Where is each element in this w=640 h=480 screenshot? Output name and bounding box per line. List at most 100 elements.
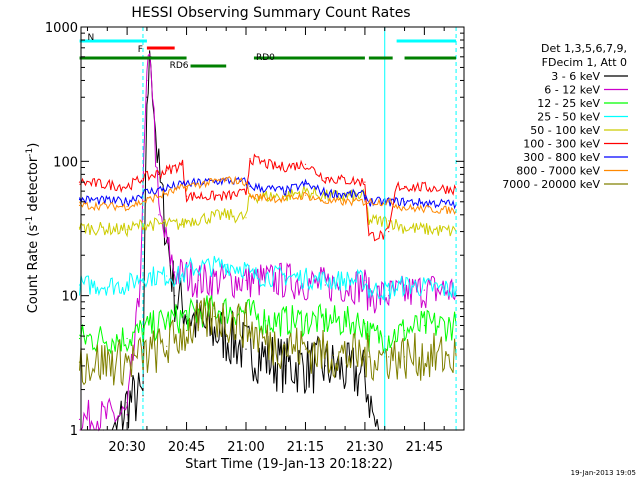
y-axis-label-sup1: -1	[25, 216, 35, 225]
data-point	[403, 201, 406, 203]
data-point	[364, 201, 366, 203]
data-point	[304, 163, 307, 165]
data-point	[364, 181, 366, 183]
data-point	[138, 301, 140, 303]
data-point	[126, 201, 128, 203]
data-point	[126, 206, 128, 208]
data-point	[364, 375, 366, 378]
data-point	[245, 279, 247, 281]
data-point	[388, 356, 390, 358]
y-axis-label-main: Count Rate (s	[26, 225, 41, 314]
data-point	[324, 279, 326, 281]
legend-item-label: 7000 - 20000 keV	[502, 178, 600, 191]
data-point	[388, 295, 390, 297]
data-point	[423, 324, 425, 327]
data-point	[277, 166, 279, 169]
legend-item-label: 6 - 12 keV	[544, 84, 600, 97]
data-point	[403, 329, 406, 332]
data-point	[396, 185, 398, 188]
data-point	[455, 324, 457, 327]
legend-item: 300 - 800 keV	[523, 151, 628, 164]
data-point	[186, 315, 188, 318]
data-point	[78, 337, 81, 340]
legend-item-label: 50 - 100 keV	[530, 124, 600, 137]
flag-label-rd0: RD0	[256, 53, 275, 63]
chart-title: HESSI Observing Summary Count Rates	[131, 5, 410, 21]
series-9	[78, 297, 457, 386]
data-point	[78, 361, 81, 363]
data-point	[182, 223, 184, 225]
data-point	[304, 348, 307, 350]
data-point	[186, 185, 188, 188]
data-point	[213, 315, 215, 318]
y-tick-label: 1	[70, 424, 78, 439]
data-point	[324, 177, 326, 179]
series-3	[78, 295, 457, 355]
data-point	[403, 356, 406, 358]
data-point	[78, 181, 81, 183]
data-point	[166, 320, 168, 322]
data-point	[332, 354, 334, 356]
data-point	[78, 198, 81, 201]
flag-f: F	[138, 45, 175, 55]
data-point	[245, 181, 247, 183]
data-point	[126, 414, 128, 416]
data-point	[245, 324, 247, 327]
data-point	[403, 185, 406, 188]
data-point	[126, 229, 128, 231]
legend-header-line2: FDecim 1, Att 0	[542, 56, 627, 69]
data-point	[158, 214, 160, 216]
data-point	[146, 79, 148, 82]
x-tick-label: 20:45	[168, 440, 205, 455]
data-point	[78, 418, 81, 420]
data-point	[285, 365, 287, 367]
y-tick-label: 100	[53, 155, 78, 170]
data-point	[304, 190, 307, 192]
data-point	[245, 348, 247, 350]
data-point	[166, 275, 168, 277]
data-point	[78, 227, 81, 229]
data-point	[285, 195, 287, 197]
legend-item: 800 - 7000 keV	[516, 165, 628, 178]
x-tick-label: 21:00	[227, 440, 264, 455]
data-point	[146, 96, 148, 98]
y-axis-label: Count Rate (s-1 detector-1)	[25, 143, 41, 314]
data-point	[388, 289, 390, 291]
data-point	[285, 198, 287, 201]
data-point	[249, 157, 251, 160]
data-point	[304, 183, 307, 185]
data-point	[142, 192, 144, 194]
data-point	[249, 275, 251, 277]
data-point	[225, 335, 227, 337]
data-point	[126, 185, 128, 188]
data-point	[245, 217, 247, 219]
legend-header-line1: Det 1,3,5,6,7,9,	[541, 42, 627, 55]
data-point	[332, 320, 334, 322]
x-axis-label: Start Time (19-Jan-13 20:18:22)	[185, 457, 393, 472]
flag-label-f: F	[138, 45, 143, 55]
plot-frame	[80, 26, 465, 431]
data-point	[324, 192, 326, 194]
data-point	[225, 214, 227, 216]
data-point	[78, 204, 81, 206]
y-axis-label-sup2: -1	[25, 148, 35, 157]
legend-item: 3 - 6 keV	[551, 70, 628, 83]
legend-item: 12 - 25 keV	[537, 97, 628, 110]
data-point	[174, 271, 176, 273]
data-point	[166, 345, 168, 347]
x-tick-label: 21:15	[287, 440, 324, 455]
data-point	[249, 195, 251, 197]
legend-item-label: 800 - 7000 keV	[516, 165, 600, 178]
data-point	[249, 185, 251, 188]
data-point	[197, 279, 199, 281]
data-point	[368, 356, 370, 358]
y-axis-label-mid: detector	[26, 156, 41, 216]
series-line-5	[79, 185, 457, 238]
data-point	[324, 284, 326, 286]
data-point	[388, 220, 390, 222]
data-point	[403, 227, 406, 229]
data-point	[126, 337, 128, 340]
y-axis-label-end: )	[26, 143, 41, 148]
data-point	[186, 195, 188, 197]
